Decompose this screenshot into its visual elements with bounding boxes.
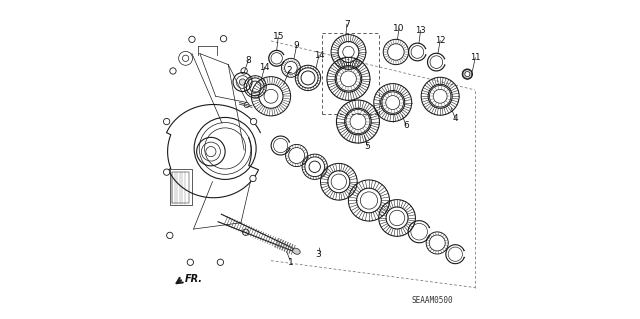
Circle shape [444,64,445,66]
Circle shape [444,58,445,59]
Bar [170,169,192,205]
Circle shape [289,148,290,149]
Circle shape [166,232,173,239]
Text: 11: 11 [470,53,481,62]
Text: 7: 7 [344,20,349,29]
Circle shape [239,79,246,85]
Text: FR.: FR. [186,274,204,284]
Circle shape [429,235,430,236]
Bar [172,172,189,203]
Circle shape [429,226,430,228]
Circle shape [250,118,257,125]
Circle shape [241,68,247,74]
Circle shape [425,55,426,56]
Text: 6: 6 [403,121,409,130]
Circle shape [465,71,470,77]
Ellipse shape [292,248,300,254]
Circle shape [463,250,465,251]
Circle shape [220,35,227,42]
Text: 2: 2 [287,66,292,75]
Text: 15: 15 [273,32,284,41]
Text: 12: 12 [435,36,445,45]
Text: 4: 4 [452,114,458,123]
Circle shape [462,69,472,79]
Circle shape [163,169,170,175]
Circle shape [170,68,176,74]
Text: 10: 10 [394,24,405,33]
Circle shape [289,141,290,143]
Text: 3: 3 [316,250,321,259]
Text: SEAAM0500: SEAAM0500 [412,296,453,305]
Circle shape [243,229,249,235]
Circle shape [187,259,193,265]
Text: 13: 13 [415,26,426,35]
Circle shape [250,175,256,182]
Circle shape [283,54,284,55]
Circle shape [189,36,195,42]
Circle shape [463,257,465,258]
Text: 14: 14 [314,51,324,60]
Circle shape [217,259,223,265]
Text: 8: 8 [245,56,251,65]
Circle shape [163,118,170,125]
Circle shape [425,48,426,49]
Text: 1: 1 [288,258,294,267]
Text: 14: 14 [259,63,270,72]
Text: 9: 9 [294,41,300,50]
Text: 5: 5 [365,142,371,151]
